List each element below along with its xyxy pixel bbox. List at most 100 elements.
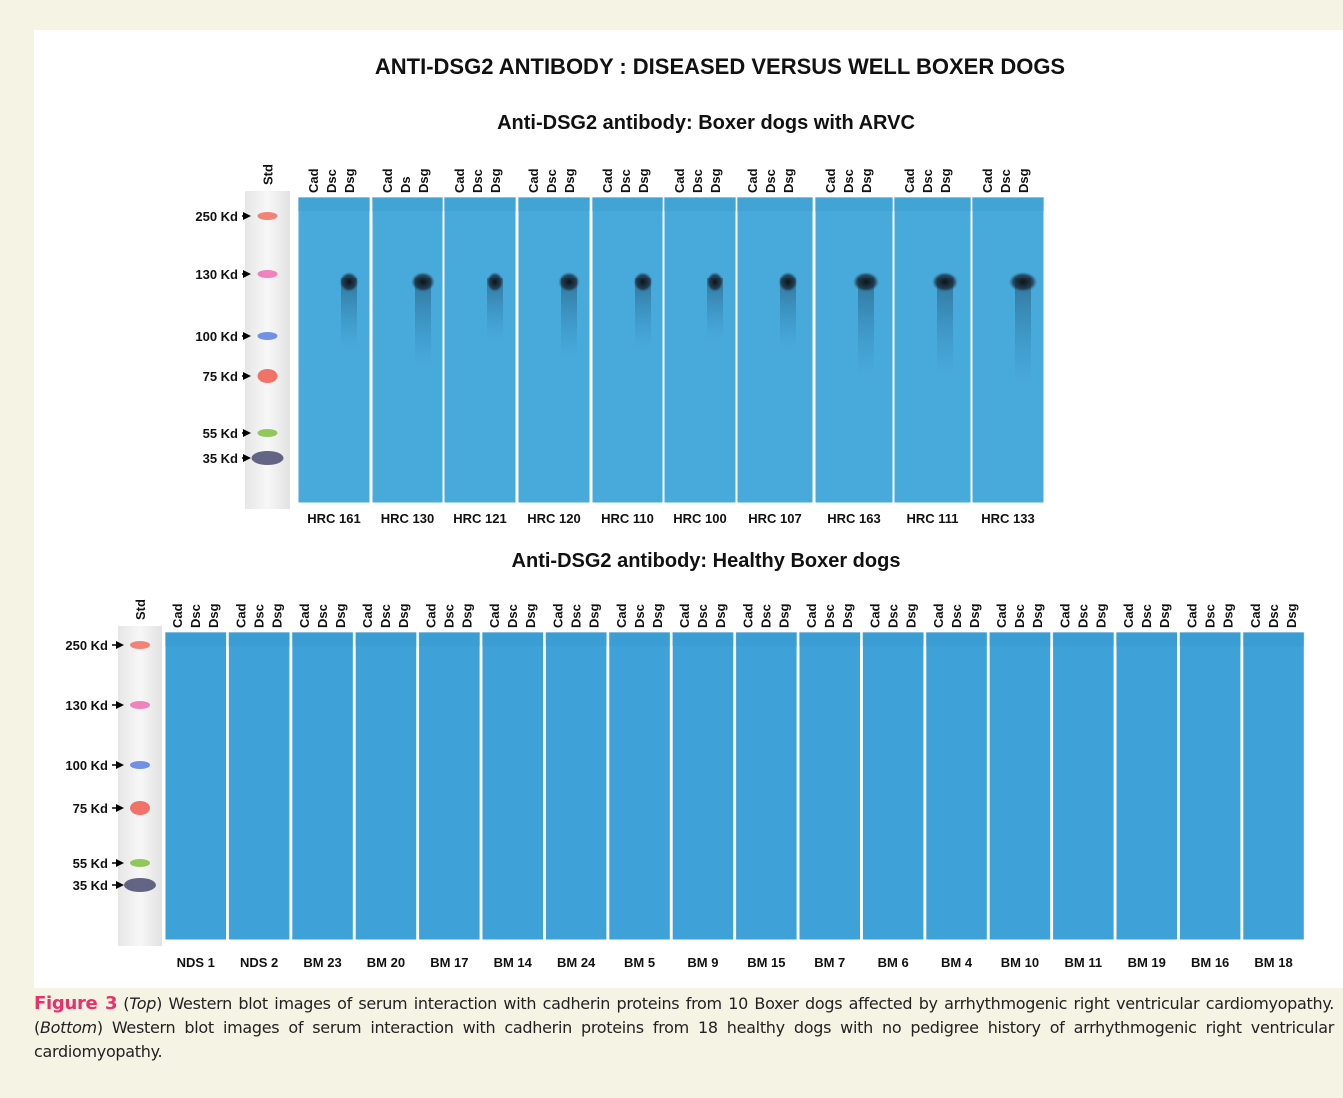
blot-shade (165, 632, 227, 646)
blot (482, 632, 544, 940)
lane-label: Dsg (777, 603, 792, 628)
lane-label: Cad (297, 603, 312, 628)
protein-band (339, 272, 358, 292)
caption-text: Top (129, 994, 156, 1013)
sample-label: HRC 161 (307, 511, 360, 526)
lane-label: Dsc (1202, 604, 1217, 628)
lane-label: Dsc (378, 604, 393, 628)
sample-label: BM 24 (557, 955, 596, 970)
bottom-panel: Std250 Kd130 Kd100 Kd75 Kd55 Kd35 KdCadD… (65, 599, 1304, 970)
protein-band (411, 272, 435, 292)
blot-shade (737, 197, 813, 211)
lane-label: Cad (233, 603, 248, 628)
lane-label: Cad (526, 168, 541, 193)
ladder-band (258, 369, 278, 383)
lane-label: Cad (424, 603, 439, 628)
blot (609, 632, 671, 940)
lane-label: Dsg (396, 603, 411, 628)
lane-label: Dsc (920, 169, 935, 193)
sample-label: BM 4 (941, 955, 973, 970)
smear (1015, 278, 1031, 386)
caption-text: ) Western blot images of serum interacti… (34, 1018, 1334, 1061)
lane-label: Cad (741, 603, 756, 628)
lane-label: Dsg (1016, 168, 1031, 193)
blot (1053, 632, 1115, 940)
blot-shade (989, 632, 1050, 646)
marker-label: 75 Kd (73, 801, 108, 816)
lane-label: Dsc (998, 169, 1013, 193)
lane-label: Dsg (938, 168, 953, 193)
ladder-band (258, 332, 278, 340)
figure-image: ANTI-DSG2 ANTIBODY : DISEASED VERSUS WEL… (34, 30, 1343, 988)
protein-band (853, 272, 879, 292)
blot (972, 197, 1044, 503)
protein-band (778, 272, 797, 292)
lane-label: Dsg (840, 603, 855, 628)
blot-shade (1179, 632, 1241, 646)
sample-label: HRC 110 (601, 511, 654, 526)
blot-shade (1116, 632, 1178, 646)
sample-label: BM 11 (1065, 955, 1103, 970)
blot-shade (894, 197, 971, 211)
lane-label: Dsc (324, 169, 339, 193)
sample-label: HRC 107 (748, 511, 801, 526)
ladder-band (130, 761, 150, 769)
blot-shade (292, 632, 354, 646)
lane-label: Cad (980, 168, 995, 193)
lane-label: Dsg (1030, 603, 1045, 628)
marker-label: 130 Kd (65, 698, 108, 713)
lane-label: Dsc (442, 604, 457, 628)
sample-label: HRC 111 (906, 511, 958, 526)
sample-label: BM 9 (687, 955, 718, 970)
lane-label: Cad (452, 168, 467, 193)
lane-label: Cad (550, 603, 565, 628)
sample-label: BM 23 (303, 955, 341, 970)
protein-band (633, 272, 652, 292)
lane-label: Dsg (967, 603, 982, 628)
blot-shade (545, 632, 607, 646)
blot (894, 197, 971, 503)
lane-label: Dsg (523, 603, 538, 628)
blot (926, 632, 988, 940)
lane-label: Dsg (781, 168, 796, 193)
lane-label: Dsg (1220, 603, 1235, 628)
protein-band (487, 272, 504, 292)
blot (518, 197, 590, 503)
blot (664, 197, 736, 503)
lane-label: Dsg (333, 603, 348, 628)
lane-label: Dsg (586, 603, 601, 628)
blot (444, 197, 516, 503)
blot-shade (1053, 632, 1115, 646)
lane-label: Dsc (1012, 604, 1027, 628)
sample-label: HRC 121 (453, 511, 506, 526)
blot-shade (799, 632, 861, 646)
figure-label: Figure 3 (34, 993, 117, 1014)
ladder-band (258, 212, 278, 220)
lane-label: Dsc (841, 169, 856, 193)
lane-label: Cad (902, 168, 917, 193)
lane-label: Dsc (618, 169, 633, 193)
blot (355, 632, 417, 940)
blot-shade (372, 197, 443, 211)
sample-label: BM 19 (1128, 955, 1166, 970)
sample-label: HRC 163 (827, 511, 880, 526)
sample-label: BM 18 (1254, 955, 1292, 970)
marker-label: 35 Kd (203, 451, 238, 466)
sample-label: BM 7 (814, 955, 845, 970)
blot (736, 632, 798, 940)
lane-label: Dsc (544, 169, 559, 193)
sample-label: HRC 100 (673, 511, 726, 526)
blot (298, 197, 370, 503)
lane-label: Cad (867, 603, 882, 628)
blot-shade (518, 197, 590, 211)
lane-label: Dsg (859, 168, 874, 193)
ladder-band (130, 801, 150, 815)
marker-label: 100 Kd (195, 329, 238, 344)
lane-label: Dsc (568, 604, 583, 628)
marker-label: 130 Kd (195, 267, 238, 282)
blot-shade (419, 632, 481, 646)
std-label: Std (261, 164, 276, 185)
blot (1243, 632, 1305, 940)
caption: Figure 3(Top) Western blot images of ser… (34, 992, 1334, 1064)
lane-label: Cad (487, 603, 502, 628)
